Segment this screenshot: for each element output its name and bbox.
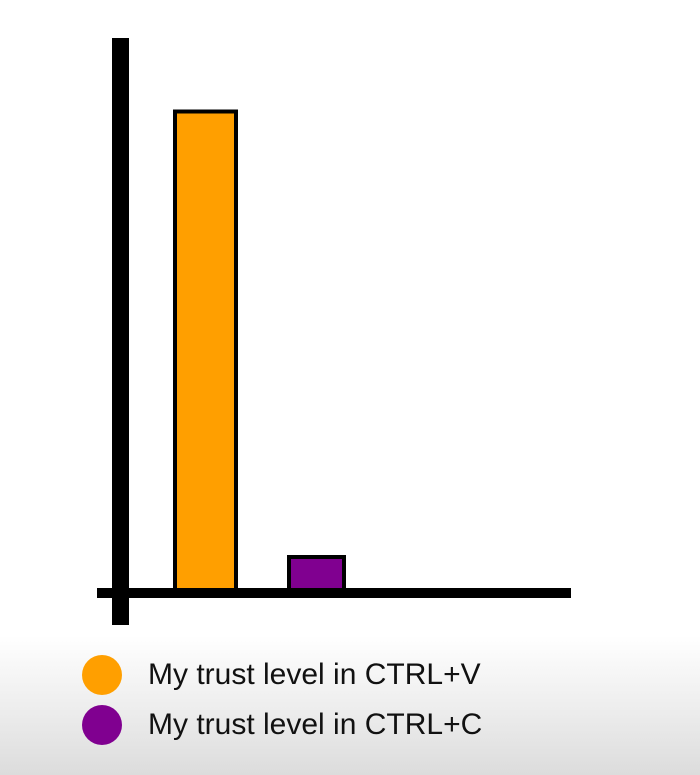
bar-1 <box>287 555 346 592</box>
y-axis <box>112 38 129 625</box>
legend-item-ctrl-v: My trust level in CTRL+V <box>82 655 481 695</box>
legend-swatch-orange <box>82 655 122 695</box>
x-axis <box>97 588 571 598</box>
bar-0 <box>173 109 238 592</box>
legend-label: My trust level in CTRL+V <box>148 658 481 691</box>
legend-label: My trust level in CTRL+C <box>148 708 483 741</box>
legend-item-ctrl-c: My trust level in CTRL+C <box>82 705 482 745</box>
legend-swatch-purple <box>82 705 122 745</box>
